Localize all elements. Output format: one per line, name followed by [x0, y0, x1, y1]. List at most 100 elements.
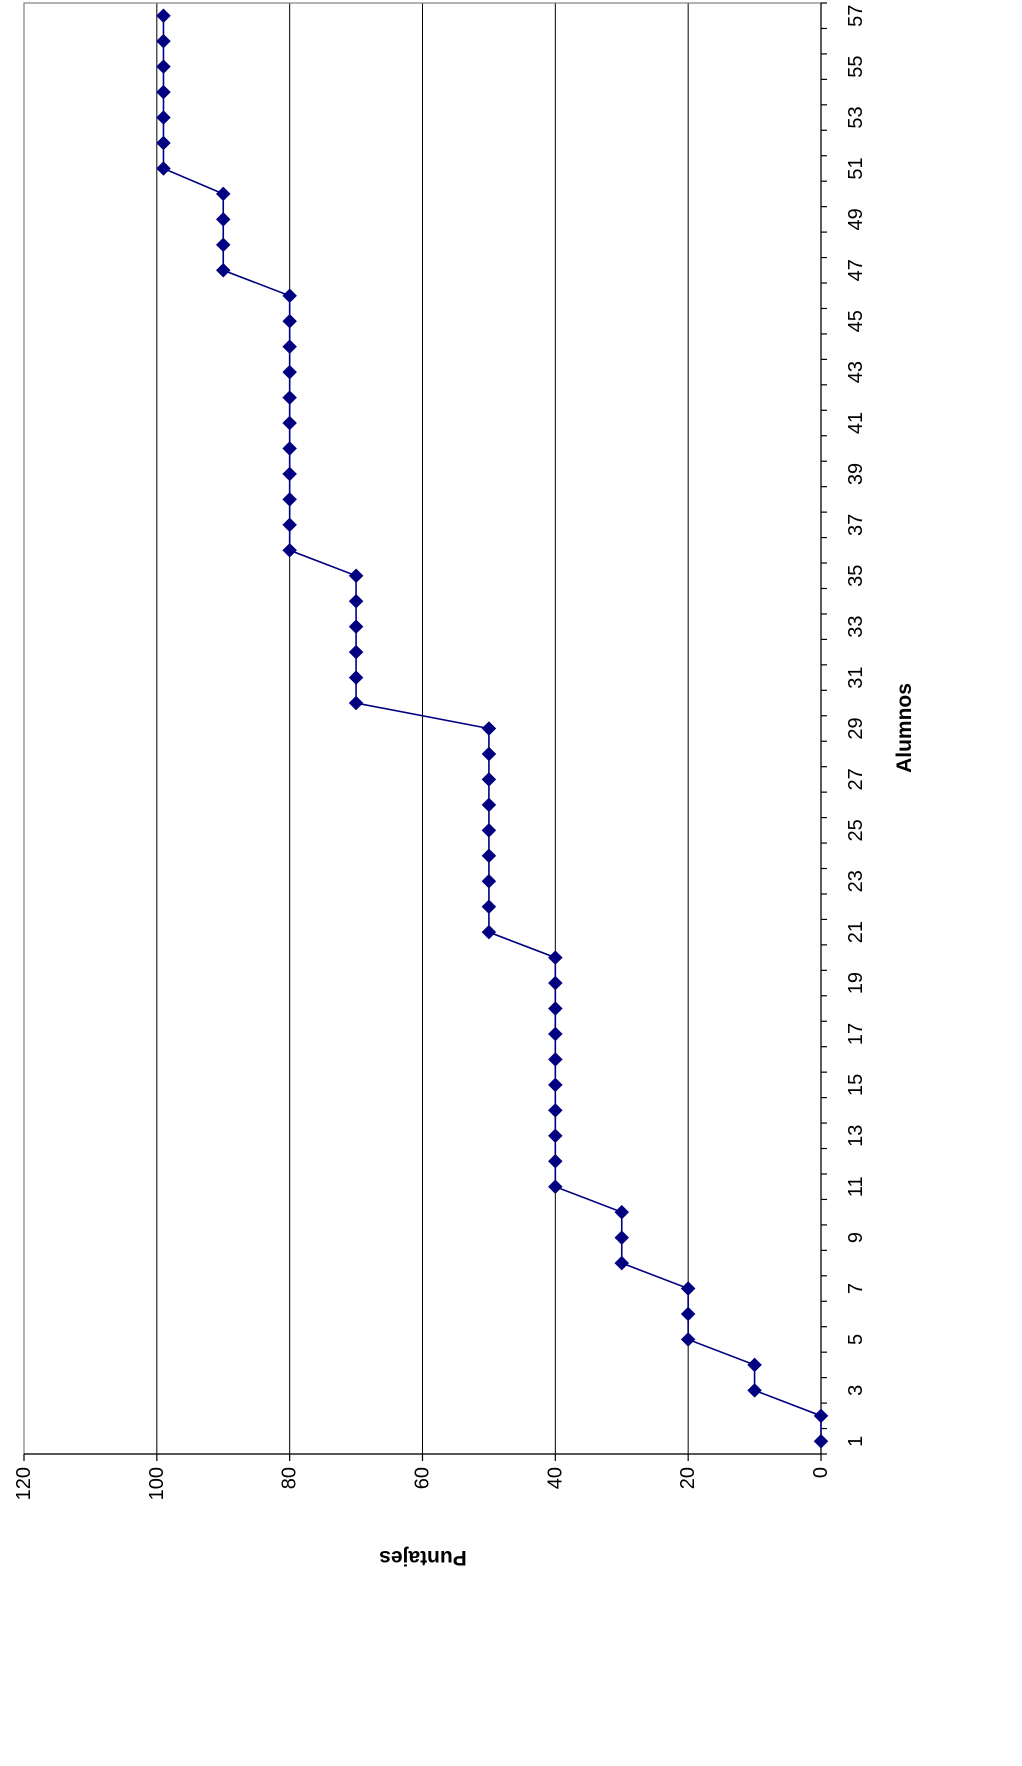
- category-tick-label: 15: [845, 1074, 867, 1096]
- data-point-marker: [614, 1204, 630, 1220]
- data-point-marker: [215, 262, 231, 278]
- data-series: [156, 8, 829, 1449]
- data-point-marker: [481, 797, 497, 813]
- category-tick-label: 41: [845, 412, 867, 434]
- data-point-marker: [481, 772, 497, 787]
- category-tick-label: 9: [845, 1232, 867, 1243]
- data-point-marker: [547, 1128, 563, 1144]
- category-tick-label: 57: [845, 5, 867, 27]
- value-tick-label: 0: [810, 1467, 832, 1478]
- value-tick-label: 40: [544, 1467, 566, 1489]
- data-point-marker: [348, 568, 364, 584]
- category-tick-label: 1: [845, 1436, 867, 1447]
- category-tick-label: 33: [845, 616, 867, 638]
- data-point-marker: [156, 161, 171, 176]
- category-tick-label: 55: [845, 56, 867, 78]
- category-tick-label: 39: [845, 463, 867, 485]
- value-tick-label: 80: [279, 1467, 301, 1489]
- category-tick-label: 31: [845, 666, 867, 688]
- data-point-marker: [547, 1153, 563, 1169]
- data-point-marker: [282, 288, 298, 304]
- data-point-marker: [481, 746, 497, 762]
- data-point-marker: [547, 1077, 563, 1093]
- category-tick-label: 43: [845, 361, 867, 383]
- data-point-marker: [547, 1026, 563, 1042]
- category-tick-label: 47: [845, 259, 867, 281]
- data-point-marker: [680, 1306, 696, 1322]
- data-point-marker: [481, 924, 497, 940]
- axes: 0204060801001201357911131517192123252729…: [13, 2, 867, 1500]
- data-point-marker: [282, 517, 298, 533]
- category-tick-label: 21: [845, 921, 867, 943]
- category-tick-label: 45: [845, 310, 867, 332]
- data-point-marker: [547, 975, 563, 991]
- data-point-marker: [813, 1408, 829, 1424]
- data-point-marker: [215, 237, 231, 253]
- data-point-marker: [747, 1357, 762, 1373]
- category-tick-label: 35: [845, 565, 867, 587]
- data-point-marker: [614, 1230, 630, 1245]
- data-point-marker: [282, 492, 298, 507]
- data-point-marker: [282, 542, 298, 558]
- value-tick-label: 60: [412, 1467, 434, 1489]
- data-point-marker: [680, 1281, 696, 1296]
- data-point-marker: [282, 339, 298, 355]
- category-tick-label: 27: [845, 768, 867, 790]
- value-tick-label: 20: [677, 1467, 699, 1489]
- data-point-marker: [156, 59, 171, 74]
- category-tick-label: 3: [845, 1385, 867, 1396]
- category-tick-label: 29: [845, 717, 867, 739]
- value-tick-label: 100: [146, 1467, 168, 1500]
- data-point-marker: [348, 670, 364, 685]
- data-point-marker: [282, 390, 298, 405]
- data-point-marker: [156, 84, 171, 100]
- category-tick-label: 49: [845, 208, 867, 230]
- data-point-marker: [282, 364, 298, 380]
- data-point-marker: [348, 619, 364, 635]
- data-point-marker: [747, 1383, 762, 1398]
- data-point-marker: [156, 33, 171, 49]
- data-point-marker: [348, 695, 364, 711]
- data-point-marker: [156, 135, 171, 151]
- data-point-marker: [481, 721, 497, 736]
- category-tick-label: 25: [845, 819, 867, 841]
- data-point-marker: [282, 415, 298, 431]
- category-tick-label: 23: [845, 870, 867, 892]
- data-point-marker: [547, 1052, 563, 1067]
- data-point-marker: [481, 899, 497, 915]
- category-tick-label: 11: [845, 1176, 867, 1197]
- data-point-marker: [481, 848, 497, 864]
- category-tick-label: 51: [845, 157, 867, 179]
- data-point-marker: [348, 593, 364, 609]
- category-tick-label: 7: [845, 1283, 867, 1294]
- category-tick-label: 19: [845, 972, 867, 994]
- category-tick-label: 5: [845, 1334, 867, 1345]
- data-point-marker: [348, 644, 364, 660]
- value-tick-label: 120: [13, 1467, 35, 1500]
- category-tick-label: 13: [845, 1125, 867, 1147]
- category-tick-label: 37: [845, 514, 867, 536]
- data-point-marker: [680, 1332, 696, 1347]
- data-point-marker: [156, 110, 171, 125]
- data-point-marker: [481, 873, 497, 889]
- category-tick-label: 17: [845, 1023, 867, 1045]
- data-point-marker: [547, 1102, 563, 1118]
- data-point-marker: [813, 1433, 829, 1449]
- data-point-marker: [547, 950, 563, 965]
- category-tick-label: 53: [845, 106, 867, 128]
- data-point-marker: [215, 212, 231, 227]
- gridlines: [156, 3, 689, 1454]
- data-point-marker: [282, 466, 298, 482]
- y-axis-label: Puntajes: [379, 1546, 467, 1569]
- data-point-marker: [156, 8, 171, 24]
- data-point-marker: [547, 1001, 563, 1016]
- data-point-marker: [481, 822, 497, 838]
- data-point-marker: [614, 1255, 630, 1271]
- x-axis-label: Alumnos: [893, 683, 916, 773]
- data-point-marker: [215, 186, 231, 202]
- data-point-marker: [547, 1179, 563, 1195]
- data-point-marker: [282, 441, 298, 456]
- data-point-marker: [282, 313, 298, 329]
